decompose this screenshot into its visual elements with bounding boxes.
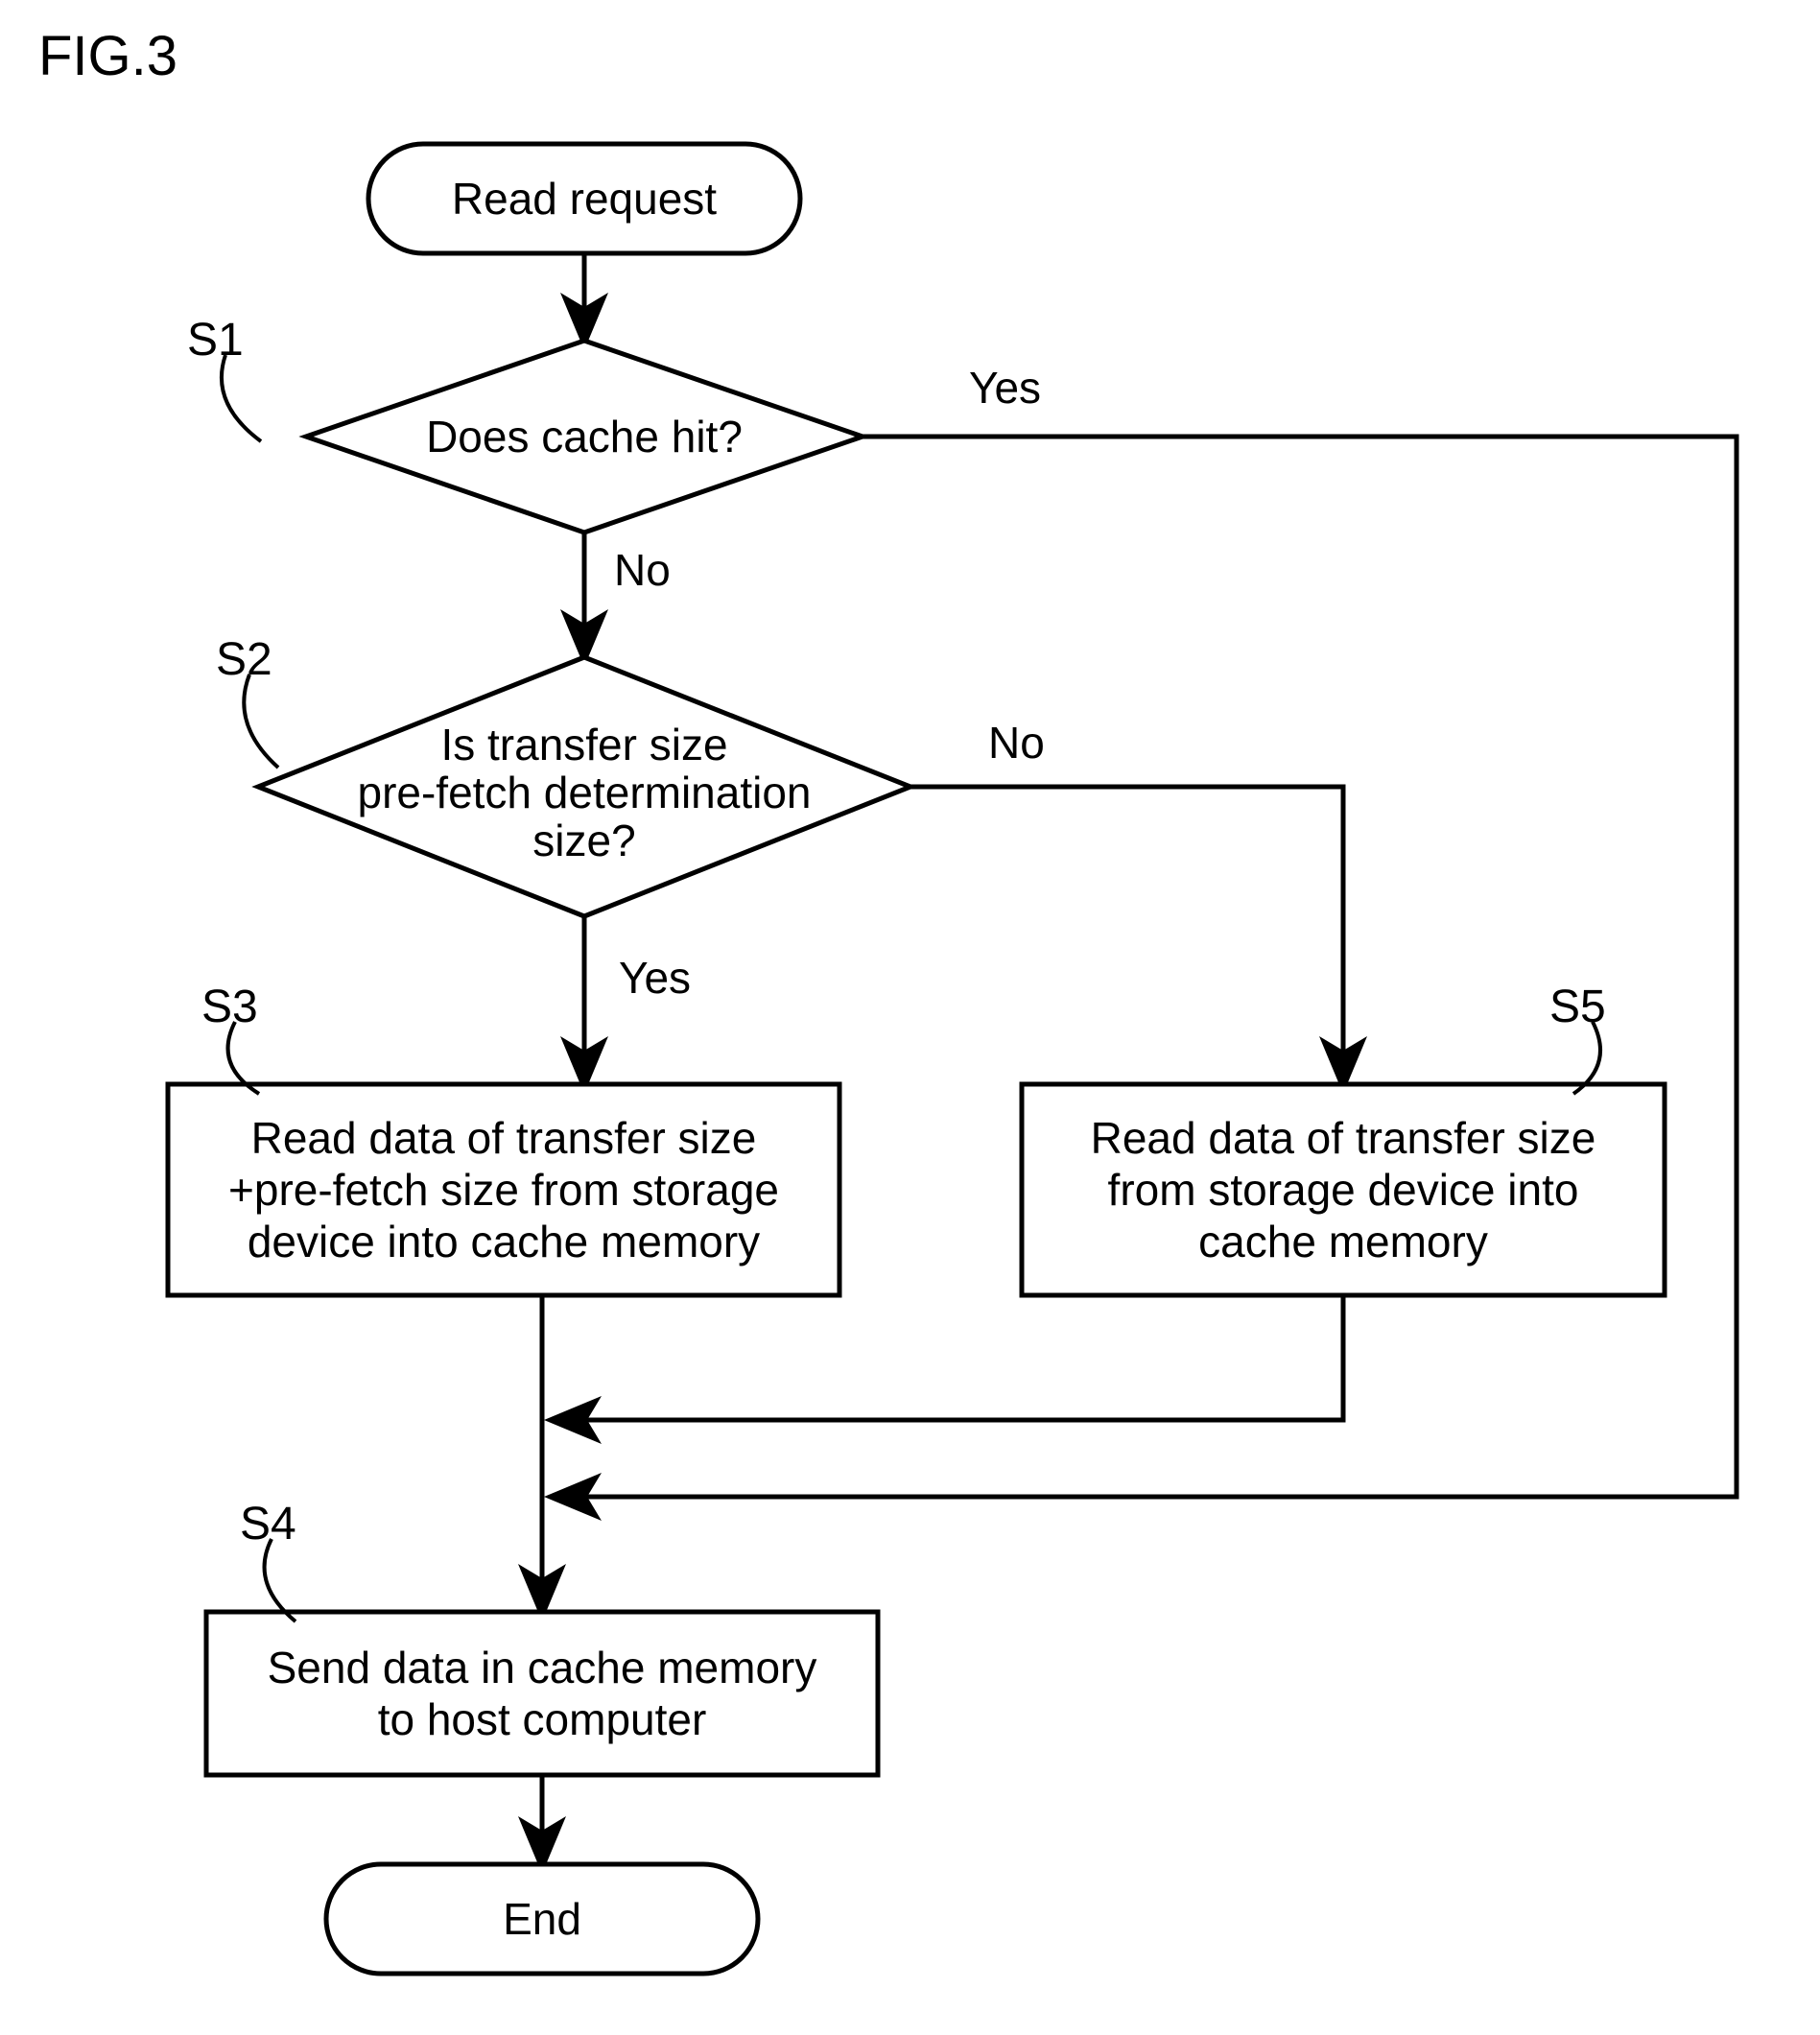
svg-text:cache memory: cache memory [1198, 1217, 1488, 1266]
flowchart-container: FIG.3 NoYesYesNo Read requestDoes cache … [0, 0, 1820, 2035]
flowchart-svg: No Yes Yes No Read request Does cache hit? Is… [0, 0, 1820, 2035]
svg-text:Read request: Read request [452, 174, 717, 224]
svg-text:End: End [503, 1894, 581, 1944]
svg-text:Send data in cache memory: Send data in cache memory [268, 1643, 817, 1692]
svg-text:S4: S4 [240, 1499, 296, 1550]
svg-text:S1: S1 [187, 315, 244, 366]
step-labels-group: S1 S2 S3 S5 S4 [187, 315, 1606, 1621]
svg-text:to host computer: to host computer [378, 1694, 707, 1744]
svg-text:S2: S2 [216, 634, 272, 685]
svg-text:S5: S5 [1549, 982, 1606, 1032]
svg-text:Read data of transfer size: Read data of transfer size [251, 1113, 757, 1163]
svg-text:Yes: Yes [619, 953, 691, 1003]
svg-text:S3: S3 [201, 982, 258, 1032]
svg-text:from storage device into: from storage device into [1108, 1165, 1579, 1215]
svg-text:No: No [614, 545, 671, 595]
svg-text:+pre-fetch size from storage: +pre-fetch size from storage [228, 1165, 779, 1215]
svg-text:Read data of transfer size: Read data of transfer size [1091, 1113, 1596, 1163]
svg-text:pre-fetch determination: pre-fetch determination [357, 768, 811, 817]
svg-text:size?: size? [532, 816, 635, 865]
svg-text:Is transfer size: Is transfer size [440, 720, 727, 769]
svg-text:No: No [988, 718, 1045, 768]
svg-text:Yes: Yes [969, 363, 1041, 413]
svg-text:Does cache hit?: Does cache hit? [426, 412, 743, 461]
nodes-group: Read request Does cache hit? Is transfer s… [168, 144, 1665, 1974]
svg-text:device into cache memory: device into cache memory [248, 1217, 760, 1266]
